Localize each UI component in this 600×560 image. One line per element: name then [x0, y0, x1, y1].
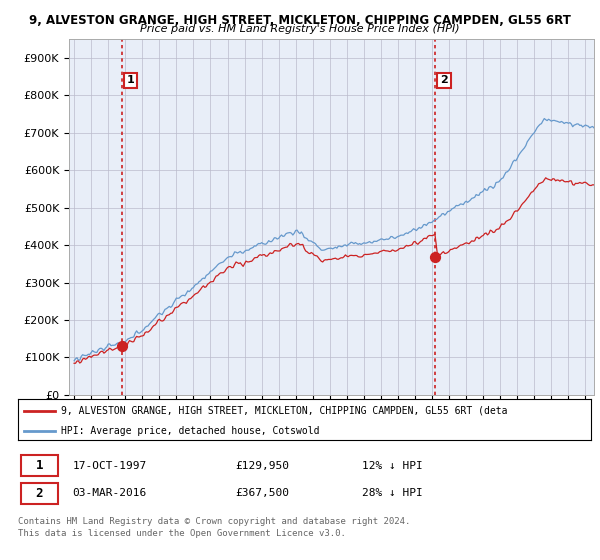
FancyBboxPatch shape [21, 455, 58, 476]
Point [117, 342, 127, 351]
Text: 2: 2 [440, 76, 448, 85]
Text: 9, ALVESTON GRANGE, HIGH STREET, MICKLETON, CHIPPING CAMPDEN, GL55 6RT (deta: 9, ALVESTON GRANGE, HIGH STREET, MICKLET… [61, 405, 508, 416]
Point [430, 253, 440, 262]
Text: 9, ALVESTON GRANGE, HIGH STREET, MICKLETON, CHIPPING CAMPDEN, GL55 6RT: 9, ALVESTON GRANGE, HIGH STREET, MICKLET… [29, 14, 571, 27]
Text: Contains HM Land Registry data © Crown copyright and database right 2024.: Contains HM Land Registry data © Crown c… [18, 517, 410, 526]
Text: 2: 2 [36, 487, 43, 500]
Text: 28% ↓ HPI: 28% ↓ HPI [362, 488, 422, 498]
Text: 17-OCT-1997: 17-OCT-1997 [73, 460, 146, 470]
Text: £367,500: £367,500 [236, 488, 290, 498]
Text: £129,950: £129,950 [236, 460, 290, 470]
Text: 1: 1 [36, 459, 43, 472]
Text: 03-MAR-2016: 03-MAR-2016 [73, 488, 146, 498]
Text: HPI: Average price, detached house, Cotswold: HPI: Average price, detached house, Cots… [61, 426, 319, 436]
Text: 12% ↓ HPI: 12% ↓ HPI [362, 460, 422, 470]
Text: This data is licensed under the Open Government Licence v3.0.: This data is licensed under the Open Gov… [18, 529, 346, 538]
FancyBboxPatch shape [21, 483, 58, 504]
Text: 1: 1 [127, 76, 134, 85]
Text: Price paid vs. HM Land Registry's House Price Index (HPI): Price paid vs. HM Land Registry's House … [140, 24, 460, 34]
